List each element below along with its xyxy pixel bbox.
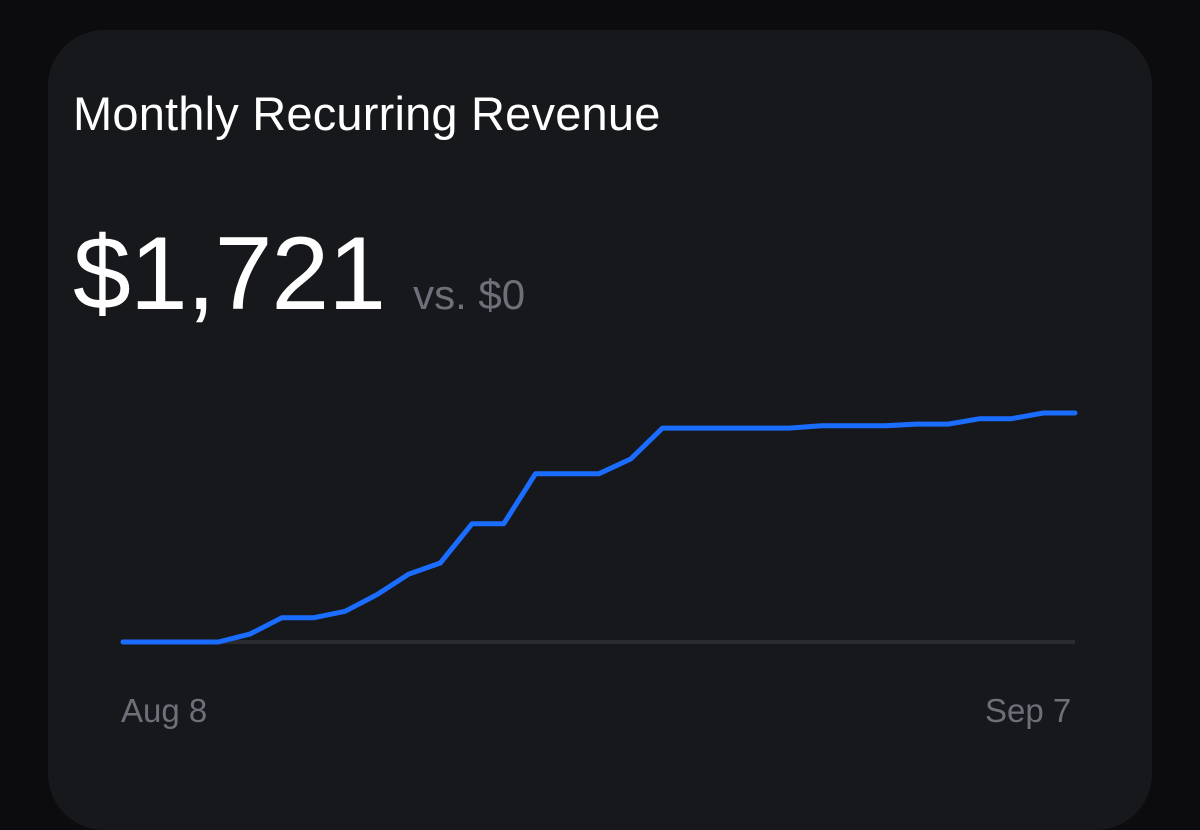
comparison-value: vs. $0 — [413, 271, 526, 318]
card-title: Monthly Recurring Revenue — [73, 87, 661, 140]
mrr-value: $1,721 — [73, 216, 386, 332]
value-row: $1,721 vs. $0 — [73, 215, 525, 334]
x-tick-label-end: Sep 7 — [985, 692, 1072, 729]
mrr-card — [48, 30, 1152, 830]
mrr-line-chart — [120, 410, 1078, 645]
mrr-series-line — [120, 410, 1078, 645]
x-tick-label-start: Aug 8 — [121, 692, 208, 729]
